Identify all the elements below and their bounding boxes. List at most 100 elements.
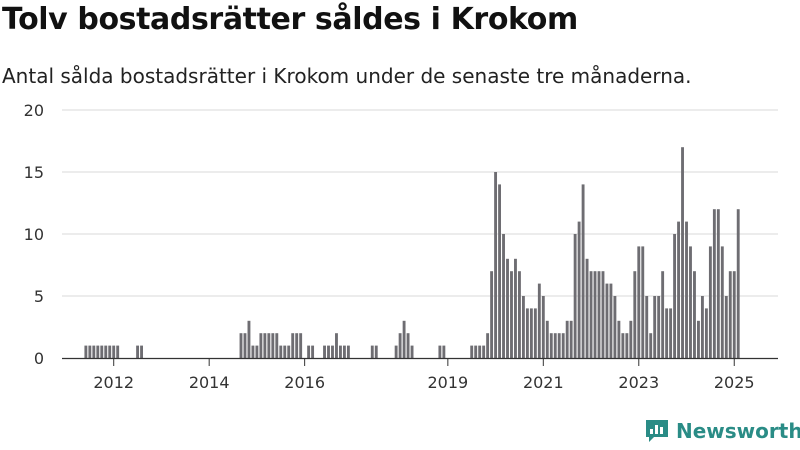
bar bbox=[502, 234, 505, 358]
bar bbox=[681, 147, 684, 358]
bar bbox=[649, 333, 653, 358]
bar bbox=[402, 320, 406, 358]
bar bbox=[498, 184, 501, 358]
bar bbox=[700, 296, 704, 358]
bar bbox=[108, 345, 112, 358]
bar bbox=[267, 333, 271, 358]
bar bbox=[342, 345, 346, 358]
bar bbox=[537, 283, 541, 358]
bar bbox=[521, 296, 525, 358]
bar bbox=[482, 345, 486, 358]
bar bbox=[438, 345, 442, 358]
bar bbox=[621, 333, 625, 358]
bar bbox=[720, 246, 724, 358]
bar bbox=[478, 345, 482, 358]
bar bbox=[669, 308, 673, 358]
bar bbox=[685, 221, 688, 358]
brand-logo: Newsworthy bbox=[644, 418, 800, 444]
bar bbox=[736, 209, 740, 358]
bar bbox=[581, 184, 585, 358]
bar bbox=[549, 333, 553, 358]
bar bbox=[410, 345, 414, 358]
x-tick-label: 2016 bbox=[284, 373, 325, 392]
bar bbox=[474, 345, 478, 358]
bar bbox=[275, 333, 279, 358]
bar bbox=[712, 209, 716, 358]
bar bbox=[728, 271, 732, 358]
x-tick-label: 2021 bbox=[523, 373, 564, 392]
bar bbox=[565, 320, 569, 358]
brand-name: Newsworthy bbox=[676, 419, 800, 443]
bar bbox=[116, 345, 120, 358]
bar bbox=[533, 308, 537, 358]
bar bbox=[716, 209, 720, 358]
bar bbox=[140, 345, 143, 358]
y-tick-label: 10 bbox=[24, 225, 44, 244]
bar bbox=[104, 345, 108, 358]
bar bbox=[263, 333, 267, 358]
bar bbox=[510, 271, 513, 358]
bar bbox=[374, 345, 378, 358]
bar bbox=[645, 296, 649, 358]
bar bbox=[307, 345, 311, 358]
bar bbox=[136, 345, 140, 358]
bar bbox=[239, 333, 243, 358]
bar bbox=[370, 345, 374, 358]
bar bbox=[331, 345, 334, 358]
y-tick-label: 20 bbox=[24, 101, 44, 120]
bar bbox=[601, 271, 605, 358]
bar bbox=[689, 246, 692, 358]
bar bbox=[494, 172, 498, 358]
bar bbox=[673, 234, 677, 358]
bar bbox=[605, 283, 609, 358]
bar bbox=[339, 345, 342, 358]
bar bbox=[557, 333, 561, 358]
bar bbox=[287, 345, 291, 358]
bar bbox=[553, 333, 557, 358]
bar bbox=[593, 271, 597, 358]
y-tick-label: 0 bbox=[34, 349, 44, 368]
bar bbox=[561, 333, 565, 358]
bar bbox=[243, 333, 247, 358]
bar bbox=[514, 258, 517, 358]
bar bbox=[617, 320, 621, 358]
bar bbox=[597, 271, 601, 358]
bar bbox=[589, 271, 593, 358]
y-tick-label: 15 bbox=[24, 163, 44, 182]
bar bbox=[573, 234, 577, 358]
bar bbox=[665, 308, 669, 358]
bar bbox=[585, 258, 589, 358]
bar bbox=[625, 333, 629, 358]
bar bbox=[677, 221, 680, 358]
bar bbox=[100, 345, 104, 358]
bar bbox=[653, 296, 657, 358]
bar bbox=[346, 345, 350, 358]
bar bbox=[545, 320, 549, 358]
bar bbox=[633, 271, 637, 358]
bar bbox=[637, 246, 641, 358]
bar bbox=[259, 333, 263, 358]
bar bbox=[279, 345, 283, 358]
bar bbox=[470, 345, 474, 358]
bar bbox=[486, 333, 490, 358]
bar bbox=[323, 345, 326, 358]
bar bbox=[518, 271, 521, 358]
bar bbox=[732, 271, 736, 358]
bar bbox=[271, 333, 275, 358]
x-tick-label: 2023 bbox=[618, 373, 659, 392]
bar bbox=[442, 345, 446, 358]
bar bbox=[577, 221, 581, 358]
bar bbox=[291, 333, 295, 358]
bar bbox=[84, 345, 88, 358]
chart-title: Tolv bostadsrätter såldes i Krokom bbox=[2, 2, 578, 37]
bar bbox=[525, 308, 529, 358]
bar bbox=[112, 345, 116, 358]
bar bbox=[406, 333, 410, 358]
bar bbox=[569, 320, 573, 358]
bar bbox=[661, 271, 665, 358]
bar bbox=[529, 308, 533, 358]
bar bbox=[295, 333, 299, 358]
bar bbox=[255, 345, 259, 358]
chart-subtitle: Antal sålda bostadsrätter i Krokom under… bbox=[2, 64, 692, 88]
